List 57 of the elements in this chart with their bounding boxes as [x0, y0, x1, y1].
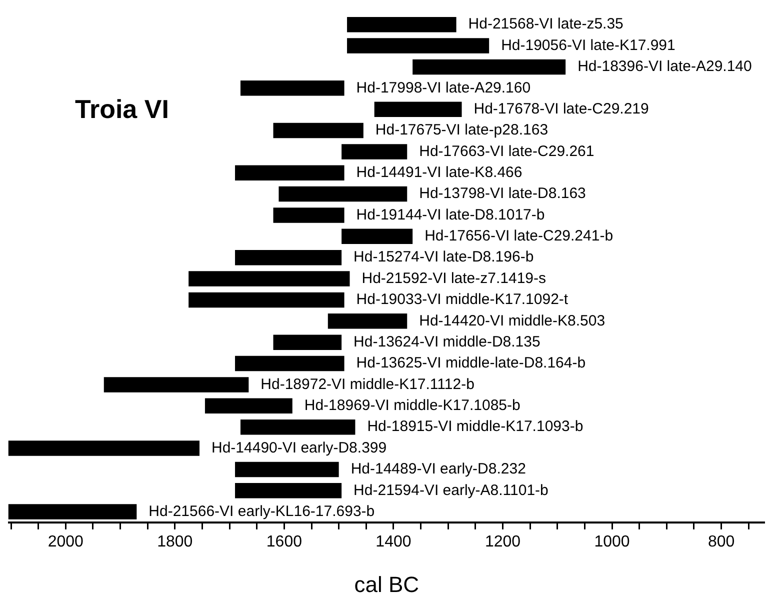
x-tick-label: 1000: [594, 533, 630, 550]
y-tick-label: Hd-17675-VI late-p28.163: [375, 122, 548, 139]
y-tick-label: Hd-21594-VI early-A8.1101-b: [354, 482, 548, 499]
y-tick-label: Hd-19033-VI middle-K17.1092-t: [356, 291, 569, 308]
x-axis-title: cal BC: [354, 572, 420, 597]
y-tick-label: Hd-13798-VI late-D8.163: [419, 185, 586, 202]
y-tick-label: Hd-17656-VI late-C29.241-b: [424, 228, 614, 245]
bar: [328, 314, 408, 329]
bar: [235, 462, 339, 478]
y-tick-label: Hd-14490-VI early-D8.399: [212, 439, 387, 456]
bar: [8, 440, 200, 456]
y-tick-label: Hd-21568-VI late-z5.35: [468, 16, 624, 33]
y-tick-label: Hd-18969-VI middle-K17.1085-b: [304, 397, 520, 414]
bar: [235, 483, 342, 498]
bar: [412, 59, 566, 75]
y-tick-label: Hd-21566-VI early-KL16-17.693-b: [148, 502, 375, 520]
bar: [347, 16, 456, 32]
x-tick-label: 1200: [484, 533, 521, 550]
y-tick-label: Hd-17678-VI late-C29.219: [474, 100, 649, 118]
bar: [240, 419, 356, 435]
bar: [273, 334, 342, 350]
bar: [104, 377, 249, 392]
y-tick-label: Hd-17998-VI late-A29.160: [356, 79, 531, 96]
bar: [188, 271, 350, 286]
bar: [188, 292, 344, 308]
bar: [342, 228, 413, 244]
y-tick-label: Hd-17663-VI late-C29.261: [419, 142, 594, 160]
x-tick-label: 2000: [48, 533, 84, 550]
bar: [8, 504, 137, 520]
y-tick-label: Hd-19144-VI late-D8.1017-b: [356, 206, 545, 224]
y-tick-label: Hd-14491-VI late-K8.466: [356, 164, 522, 182]
bar: [374, 102, 462, 117]
y-tick-label: Hd-19056-VI late-K17.991: [501, 36, 676, 54]
x-tick-label: 1400: [376, 533, 412, 550]
annotation: Troia VI: [75, 94, 169, 124]
y-tick-label: Hd-13625-VI middle-late-D8.164-b: [356, 354, 586, 372]
y-tick-label: Hd-21592-VI late-z7.1419-s: [362, 270, 546, 287]
bar: [342, 144, 408, 160]
bar: [240, 80, 344, 96]
bar: [273, 122, 364, 138]
bar: [235, 165, 344, 180]
y-tick-label: Hd-14420-VI middle-K8.503: [419, 312, 606, 330]
y-tick-label: Hd-15274-VI late-D8.196-b: [354, 248, 534, 266]
bar: [347, 38, 490, 54]
x-tick-label: 1600: [266, 533, 302, 550]
y-tick-label: Hd-18915-VI middle-K17.1093-b: [367, 418, 584, 436]
x-tick-label: 1800: [157, 533, 193, 550]
y-tick-label: Hd-18972-VI middle-K17.1112-b: [260, 376, 474, 393]
bar: [278, 186, 408, 202]
bar: [235, 356, 344, 372]
y-tick-label: Hd-18396-VI late-A29.140: [578, 58, 752, 76]
x-tick-label: 800: [708, 533, 735, 550]
y-tick-label: Hd-14489-VI early-D8.232: [350, 460, 526, 478]
y-tick-label: Hd-13624-VI middle-D8.135: [354, 333, 540, 350]
bar: [273, 208, 344, 223]
bar: [204, 398, 292, 414]
bar: [235, 250, 342, 266]
